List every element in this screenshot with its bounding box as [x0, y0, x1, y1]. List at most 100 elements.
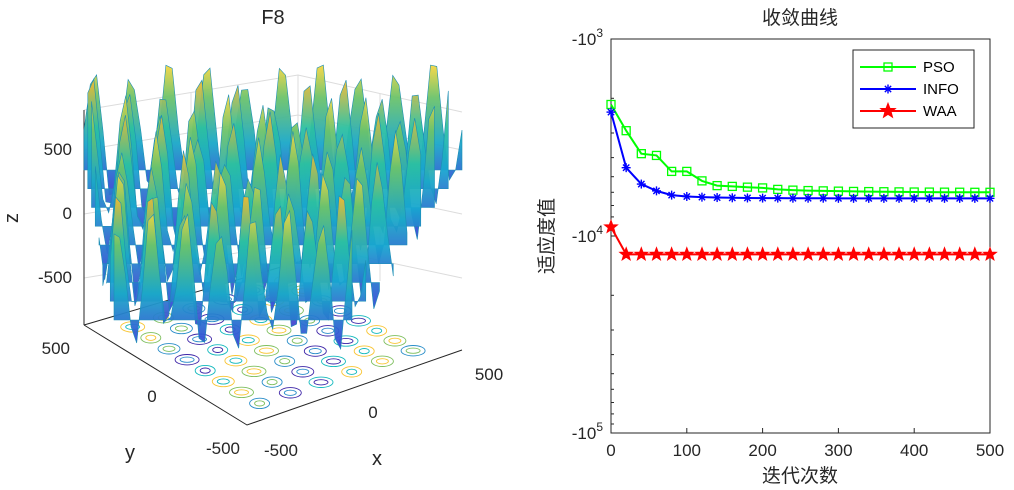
marker-asterisk — [606, 107, 616, 117]
marker-square — [727, 181, 737, 192]
contour-ring — [321, 327, 335, 334]
contour-ring — [333, 335, 359, 347]
marker-star — [936, 246, 953, 262]
contour-ring — [405, 347, 421, 354]
series-group — [603, 99, 998, 262]
marker-square — [883, 62, 893, 72]
legend-item-info: INFO — [860, 81, 959, 98]
contour-ring — [351, 317, 366, 324]
contour-ring — [229, 357, 243, 364]
marker-star — [739, 246, 756, 262]
contour-ring — [140, 332, 162, 344]
marker-square — [636, 149, 646, 159]
contour-ring — [169, 322, 193, 335]
contour-ring — [353, 345, 375, 357]
contour-ring — [341, 366, 363, 378]
contour-ring — [279, 358, 291, 365]
y-tick-label-3: -105 — [572, 420, 604, 443]
marker-star — [876, 246, 892, 262]
y-tick-label-2: -104 — [572, 223, 604, 246]
legend-item-pso: PSO — [860, 59, 955, 76]
contour-ring — [388, 337, 402, 344]
x-tick-label: 0 — [606, 441, 615, 460]
marker-star — [618, 246, 634, 262]
marker-star — [982, 246, 998, 262]
contour-ring — [358, 348, 370, 355]
marker-star — [861, 246, 877, 262]
contour-ring — [261, 376, 283, 388]
contour-ring — [346, 368, 358, 375]
y-axis-label: 适应度值 — [536, 198, 558, 274]
marker-star — [845, 246, 862, 262]
marker-square — [697, 176, 707, 186]
contour-ring — [174, 325, 188, 332]
contour-ring — [308, 348, 322, 355]
marker-star — [770, 246, 786, 262]
marker-star — [830, 246, 847, 262]
marker-star — [724, 246, 740, 262]
marker-asterisk — [849, 193, 859, 203]
marker-star — [694, 246, 710, 262]
contour-ring — [212, 346, 224, 353]
marker-asterisk — [773, 193, 783, 203]
contour-ring — [271, 327, 287, 334]
marker-square — [712, 180, 722, 191]
z-axis-label: z — [1, 213, 23, 223]
marker-asterisk — [985, 193, 995, 203]
contour-ring — [274, 355, 296, 367]
x-tick-label: 300 — [824, 441, 852, 460]
contour-ring — [162, 345, 176, 352]
y-axis-label: y — [125, 442, 135, 464]
marker-asterisk — [909, 193, 919, 203]
x-tick-label: 200 — [748, 441, 776, 460]
z-tick: -500 — [38, 268, 72, 287]
marker-star — [891, 246, 907, 262]
contour-ring — [241, 365, 267, 378]
contour-ring — [216, 378, 230, 385]
marker-asterisk — [667, 190, 677, 200]
contour-ring — [321, 355, 346, 368]
contour-ring — [291, 337, 303, 344]
convergence-plot: 收敛曲线 -103 -104 -105 适应度值 0 100 200 300 4… — [536, 7, 1004, 487]
marker-star — [754, 246, 771, 262]
x-tick-label: 400 — [900, 441, 928, 460]
legend-label: INFO — [923, 81, 959, 98]
marker-asterisk — [697, 192, 707, 202]
contour-ring — [313, 379, 329, 386]
marker-asterisk — [758, 193, 768, 203]
z-tick: 0 — [63, 204, 72, 223]
contour-ring — [259, 347, 274, 354]
contour-ring — [224, 355, 248, 367]
contour-ring — [371, 327, 383, 334]
marker-asterisk — [833, 193, 843, 203]
marker-star — [815, 246, 831, 262]
contour-ring — [207, 344, 229, 356]
contour-ring — [400, 345, 426, 357]
contour-ring — [375, 358, 389, 365]
marker-asterisk — [818, 193, 828, 203]
x-tick: 0 — [368, 403, 377, 422]
contour-ring — [326, 358, 341, 365]
convergence-title: 收敛曲线 — [762, 7, 838, 29]
contour-ring — [308, 376, 334, 388]
series-info — [606, 107, 995, 203]
contour-ring — [234, 389, 249, 396]
marker-star — [648, 246, 665, 262]
z-tick: 500 — [44, 140, 72, 159]
legend-label: WAA — [923, 103, 957, 120]
marker-star — [633, 246, 650, 262]
marker-asterisk — [924, 193, 934, 203]
marker-square — [621, 126, 631, 136]
legend: PSO INFO WAA — [852, 49, 975, 129]
marker-star — [879, 101, 897, 119]
contour-ring — [246, 368, 262, 375]
legend-item-waa: WAA — [860, 101, 957, 120]
contour-ring — [278, 387, 302, 399]
marker-square — [651, 150, 662, 161]
marker-asterisk — [864, 193, 874, 203]
marker-asterisk — [894, 193, 904, 203]
contour-ring — [296, 368, 310, 375]
marker-asterisk — [970, 193, 980, 203]
